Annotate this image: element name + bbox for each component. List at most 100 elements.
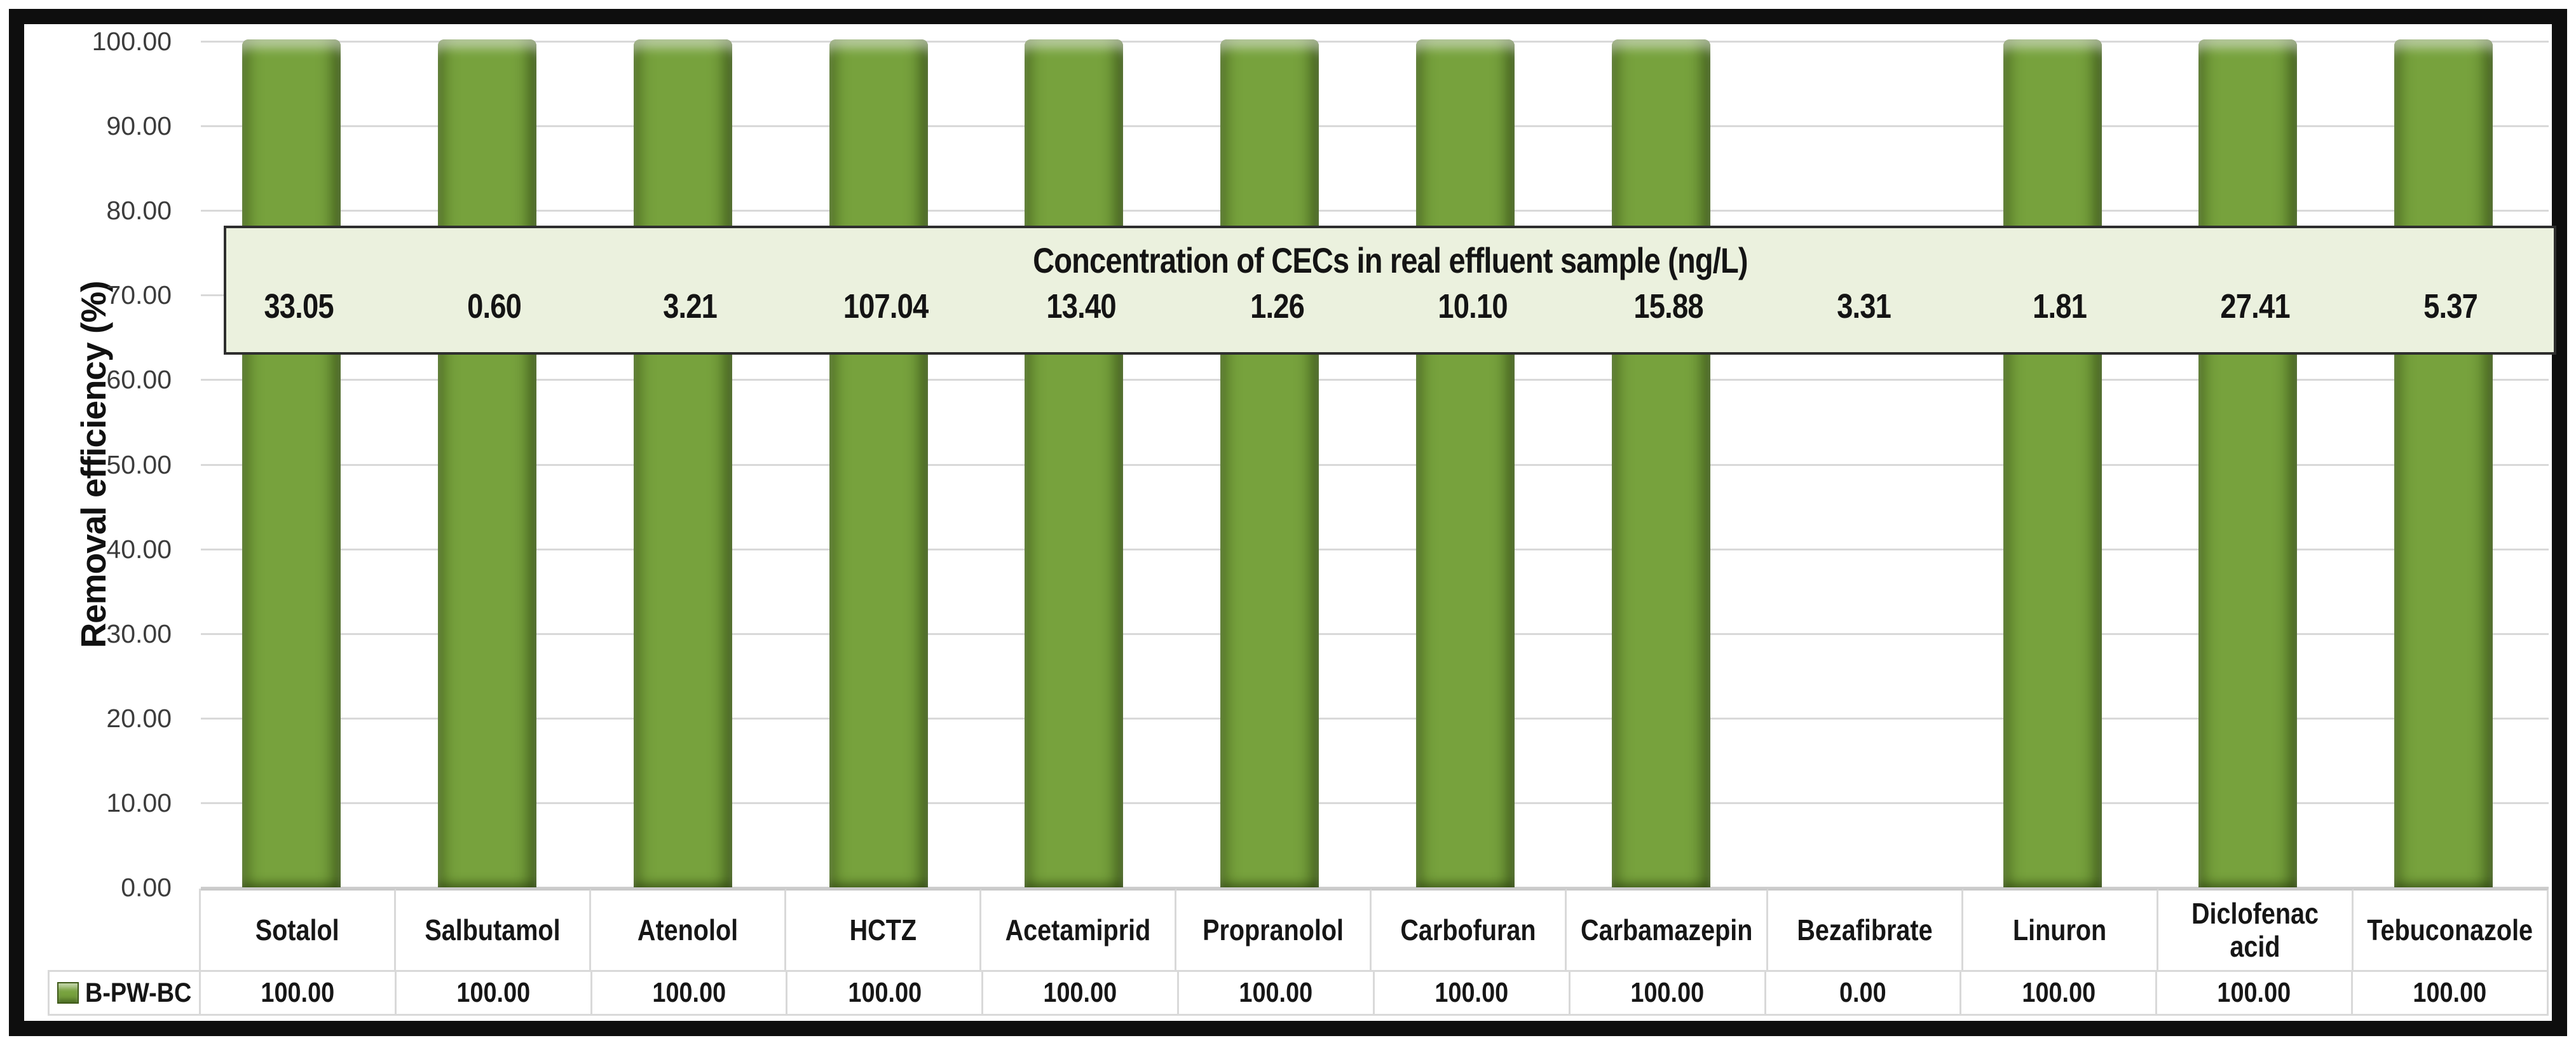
gridline	[201, 463, 2549, 466]
category-label: Tebuconazole	[2367, 913, 2533, 946]
category-cell: Acetamiprid	[981, 889, 1176, 970]
series-value-cell: 100.00	[201, 970, 397, 1016]
y-tick-label: 70.00	[106, 280, 172, 310]
series-value-cell: 0.00	[1766, 970, 1962, 1016]
category-label: Salbutamol	[425, 913, 561, 946]
category-cell: Diclofenac acid	[2158, 889, 2354, 970]
banner-value: 13.40	[1046, 287, 1117, 325]
banner-value: 33.05	[264, 287, 334, 325]
banner-value: 1.26	[1250, 287, 1305, 325]
y-tick-label: 90.00	[106, 111, 172, 141]
category-cell: Sotalol	[201, 889, 396, 970]
gridline	[201, 887, 2549, 889]
category-cell: Atenolol	[590, 889, 786, 970]
category-label: Linuron	[2013, 913, 2107, 946]
bar-hctz	[829, 39, 928, 887]
banner-value: 27.41	[2220, 287, 2291, 325]
category-label: Sotalol	[256, 913, 339, 946]
series-value-cell: 100.00	[787, 970, 984, 1016]
category-label: Atenolol	[637, 913, 738, 946]
bar-diclofenac-acid	[2198, 39, 2298, 887]
y-tick-label: 30.00	[106, 618, 172, 648]
banner-value: 10.10	[1438, 287, 1508, 325]
y-tick-label: 40.00	[106, 534, 172, 564]
series-value: 100.00	[848, 977, 922, 1008]
banner-value-cell: 107.04	[787, 287, 983, 331]
banner-value: 3.21	[663, 287, 718, 325]
banner-value-cell: 1.26	[1179, 287, 1375, 331]
concentration-banner: Concentration of CECs in real effluent s…	[224, 226, 2556, 355]
legend-label: B-PW-BC	[85, 977, 192, 1008]
banner-value-cell: 10.10	[1375, 287, 1571, 331]
gridline	[201, 379, 2549, 381]
bar-linuron	[2003, 39, 2102, 887]
category-cell: Tebuconazole	[2353, 889, 2549, 970]
series-row: B-PW-BC 100.00 100.00 100.00 100.00 100.00 10…	[48, 970, 2549, 1016]
banner-value-cell: 5.37	[2353, 287, 2549, 331]
series-value: 100.00	[456, 977, 531, 1008]
banner-value-cell: 33.05	[201, 287, 397, 331]
banner-value-cell: 0.60	[397, 287, 592, 331]
category-cell: HCTZ	[786, 889, 981, 970]
category-cell: Propranolol	[1176, 889, 1372, 970]
table-corner-spacer	[48, 889, 201, 970]
y-tick-label: 50.00	[106, 449, 172, 479]
series-value: 100.00	[261, 977, 335, 1008]
gridline	[201, 210, 2549, 212]
gridline	[201, 41, 2549, 43]
series-value: 100.00	[1239, 977, 1313, 1008]
chart-area: Removal efficiency (%) 100.00 90.00 80.00 7…	[24, 24, 2556, 1021]
bar-acetamiprid	[1025, 39, 1124, 887]
bar-tebuconazole	[2394, 39, 2493, 887]
data-table: Sotalol Salbutamol Atenolol HCTZ Acetamiprid…	[48, 889, 2549, 1016]
series-value-cell: 100.00	[1570, 970, 1766, 1016]
series-value: 100.00	[2021, 977, 2096, 1008]
series-value-cell: 100.00	[2157, 970, 2354, 1016]
category-cell: Linuron	[1963, 889, 2159, 970]
y-tick-label: 20.00	[106, 703, 172, 733]
chart-frame: Removal efficiency (%) 100.00 90.00 80.00 7…	[9, 9, 2567, 1036]
banner-title: Concentration of CECs in real effluent s…	[1032, 240, 1748, 280]
gridline	[201, 125, 2549, 128]
banner-value: 0.60	[467, 287, 522, 325]
category-label: Carbofuran	[1400, 913, 1536, 946]
series-value-cell: 100.00	[396, 970, 592, 1016]
category-row: Sotalol Salbutamol Atenolol HCTZ Acetamiprid…	[48, 889, 2549, 970]
category-label: Acetamiprid	[1005, 913, 1151, 946]
gridline	[201, 548, 2549, 550]
category-cell: Carbofuran	[1371, 889, 1567, 970]
gridline	[201, 717, 2549, 720]
gridline	[201, 632, 2549, 635]
series-value-cell: 100.00	[592, 970, 788, 1016]
bar-carbamazepin	[1611, 39, 1710, 887]
series-value-cell: 100.00	[983, 970, 1180, 1016]
banner-value-cell: 1.81	[1961, 287, 2157, 331]
banner-value: 1.81	[2032, 287, 2087, 325]
y-tick-label: 100.00	[92, 27, 172, 56]
bar-propranolol	[1220, 39, 1319, 887]
series-value-cell: 100.00	[1179, 970, 1375, 1016]
banner-value-cell: 13.40	[983, 287, 1179, 331]
y-tick-label: 10.00	[106, 788, 172, 817]
bar-carbofuran	[1416, 39, 1515, 887]
series-value: 100.00	[1043, 977, 1117, 1008]
banner-value-cell: 3.31	[1766, 287, 1962, 331]
banner-values-row: 33.05 0.60 3.21 107.04 13.40 1.26 10.10 15.88 3.…	[201, 287, 2549, 331]
banner-value-cell: 15.88	[1571, 287, 1766, 331]
bar-sotalol	[242, 39, 341, 887]
legend-key-icon	[57, 982, 79, 1004]
series-value-cell: 100.00	[1374, 970, 1571, 1016]
legend-item: B-PW-BC	[48, 970, 201, 1016]
category-label: Carbamazepin	[1580, 913, 1753, 946]
banner-title-row: Concentration of CECs in real effluent s…	[226, 240, 2554, 281]
banner-value-cell: 3.21	[592, 287, 788, 331]
series-value: 100.00	[652, 977, 726, 1008]
category-label: Bezafibrate	[1797, 913, 1933, 946]
series-value: 100.00	[1435, 977, 1509, 1008]
gridline	[201, 802, 2549, 804]
category-cell: Carbamazepin	[1566, 889, 1769, 970]
y-tick-label: 60.00	[106, 365, 172, 395]
y-tick-label: 80.00	[106, 196, 172, 226]
category-cell: Salbutamol	[395, 889, 591, 970]
category-label: Diclofenac acid	[2191, 896, 2319, 963]
